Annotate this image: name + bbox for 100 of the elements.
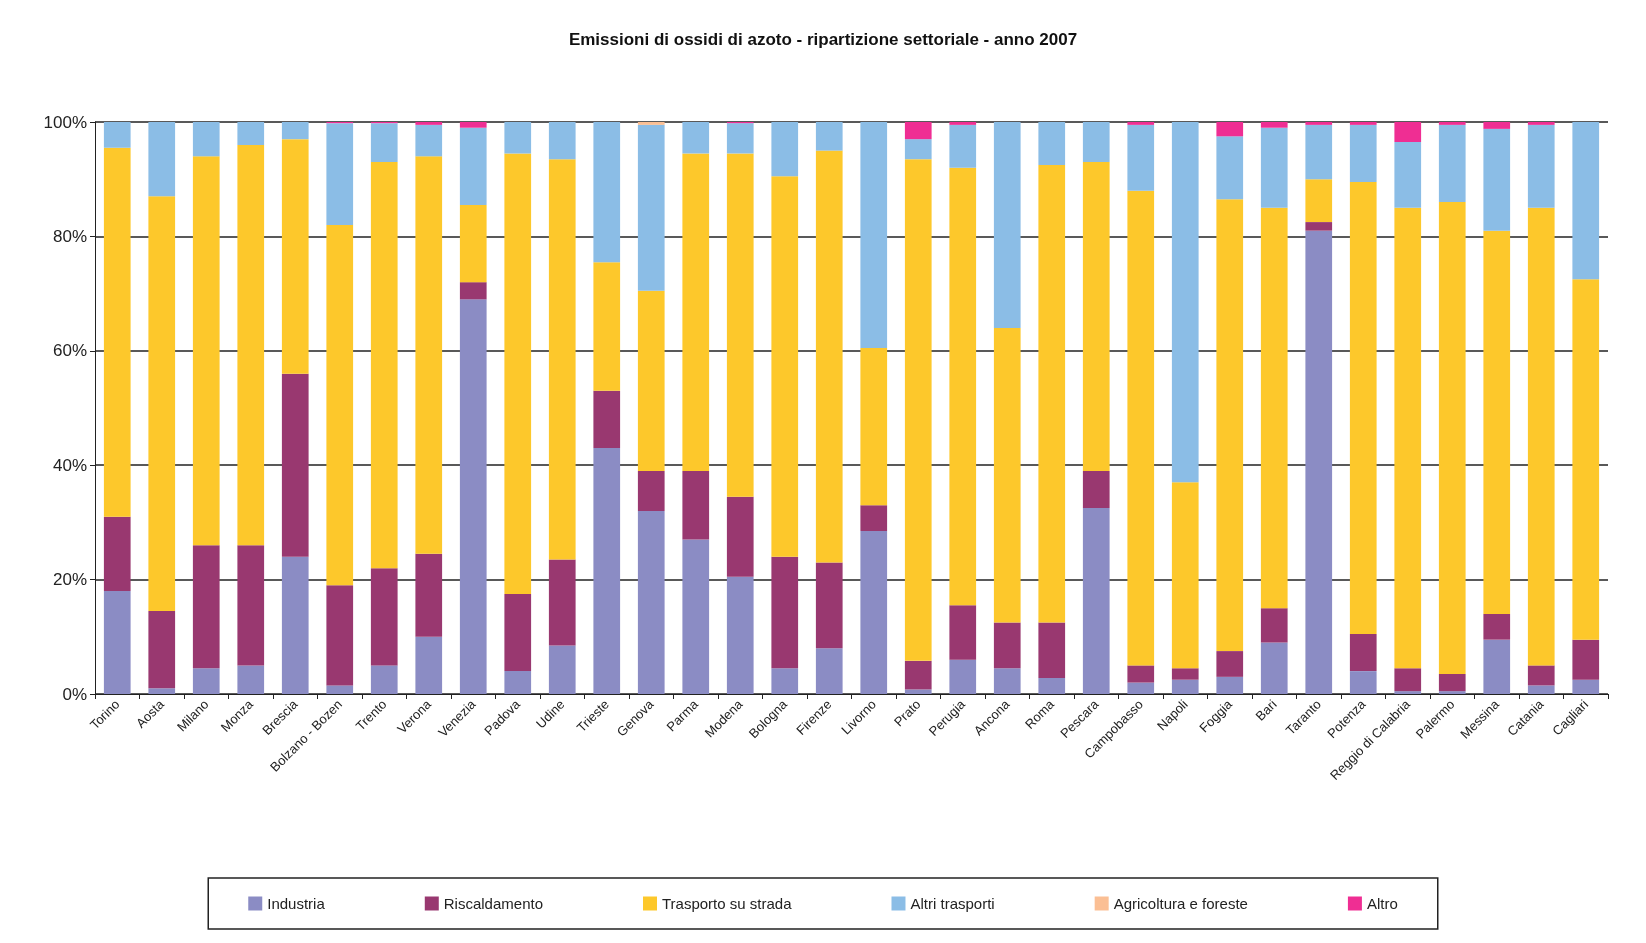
bar [860,122,888,348]
bar [1438,691,1466,694]
bar [1305,124,1333,180]
bar [370,665,398,694]
bar [726,123,754,154]
bar [904,122,932,140]
bar [726,576,754,694]
bar [860,505,888,531]
y-tick-label: 100% [43,112,87,132]
bar [904,660,932,690]
bar [1305,122,1333,125]
bar [637,124,665,291]
bar [192,122,220,157]
bar [726,153,754,497]
bar [1127,124,1155,191]
legend-label: Trasporto su strada [661,895,793,912]
bar [548,559,576,646]
bar [1260,207,1288,609]
bar [237,122,265,145]
bar [459,282,487,300]
bar [1527,124,1555,208]
bar [548,159,576,560]
bar [1394,142,1422,208]
bar [1216,676,1244,694]
bar [281,556,309,694]
bar [1216,136,1244,200]
bar [771,176,799,557]
bar [1305,230,1333,694]
bar [148,611,176,689]
bar [192,545,220,669]
bar [1082,122,1110,163]
bar [1438,202,1466,674]
bar [504,153,532,594]
bar [237,144,265,546]
bar [1082,162,1110,471]
bar [326,224,354,586]
bar [504,671,532,694]
bar [1171,482,1199,669]
legend-label: Agricoltura e foreste [1113,895,1248,912]
bar [103,591,131,694]
bar [1216,651,1244,677]
legend-label: Industria [267,895,326,912]
bar [148,196,176,612]
bar [1349,182,1377,634]
bar [415,636,443,694]
bar [593,122,621,263]
bar [103,122,131,148]
bar [949,605,977,660]
bar [1394,668,1422,692]
bar [1527,122,1555,125]
bar [1527,665,1555,686]
bar [593,448,621,694]
bar [1572,279,1600,640]
bar [860,530,888,694]
bar [281,373,309,557]
bar [415,156,443,554]
legend-label: Altro [1366,895,1398,912]
bar [281,122,309,140]
bar [993,622,1021,669]
bar [1260,122,1288,128]
bar [1349,633,1377,672]
bar [415,122,443,125]
bar [1082,470,1110,509]
bar [904,689,932,694]
bar [192,668,220,694]
bar [148,688,176,694]
bar [415,553,443,637]
bar [1349,122,1377,125]
bar [815,122,843,151]
y-tick-label: 0% [62,684,87,704]
bar [1127,122,1155,125]
bar [771,556,799,669]
bar [949,124,977,168]
bar [326,685,354,694]
bar [1038,677,1066,694]
bar [1394,122,1422,143]
bar [1127,190,1155,666]
bar [548,122,576,160]
bar [993,327,1021,623]
bar [548,645,576,694]
y-tick-label: 40% [52,455,87,475]
x-tick-label: Bari [1252,696,1280,724]
bar [1394,207,1422,669]
bar [993,668,1021,694]
bar [904,139,932,160]
bar [1483,230,1511,614]
bar [192,156,220,546]
y-tick-label: 20% [52,570,87,590]
bar [1038,122,1066,165]
bar [1572,639,1600,680]
bar [637,122,665,125]
bar [1038,164,1066,623]
bar [771,668,799,694]
bar [949,167,977,606]
bar [1216,122,1244,137]
bar [1483,639,1511,694]
bar [1483,128,1511,231]
bar [103,147,131,517]
bar [237,545,265,666]
bar [1527,207,1555,666]
